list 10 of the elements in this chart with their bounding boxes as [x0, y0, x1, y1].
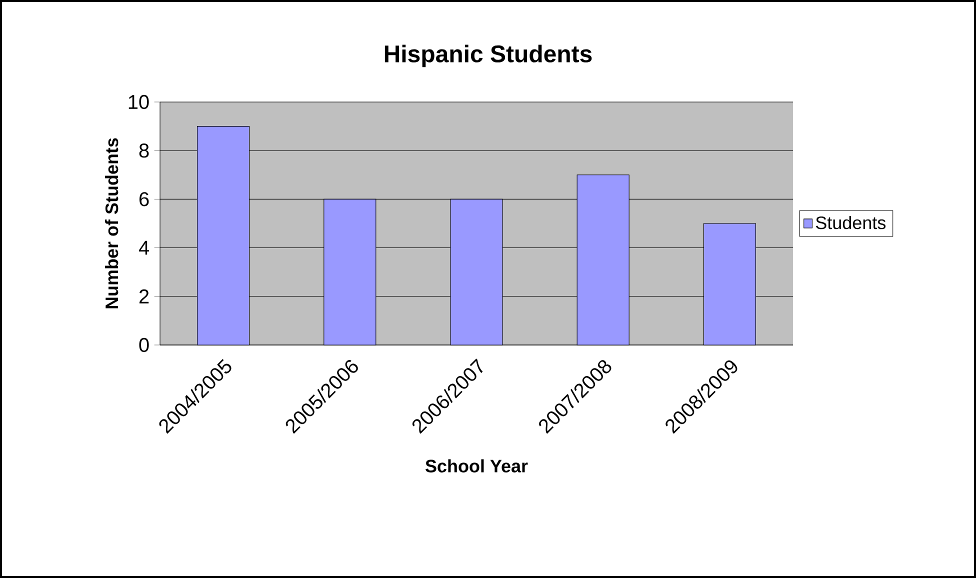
y-tick-label: 2 [139, 289, 149, 304]
y-tick-label: 0 [139, 338, 149, 352]
y-tick-label: 10 [128, 94, 149, 110]
y-tick-label: 6 [140, 192, 149, 206]
y-tick-label: 8 [139, 144, 149, 158]
y-axis-title: Number of Students [104, 138, 118, 308]
chart-title: Hispanic Students [384, 44, 592, 68]
x-axis-title: School Year [426, 459, 528, 472]
legend-label: Students [816, 216, 886, 230]
y-tick-label: 4 [138, 240, 150, 255]
